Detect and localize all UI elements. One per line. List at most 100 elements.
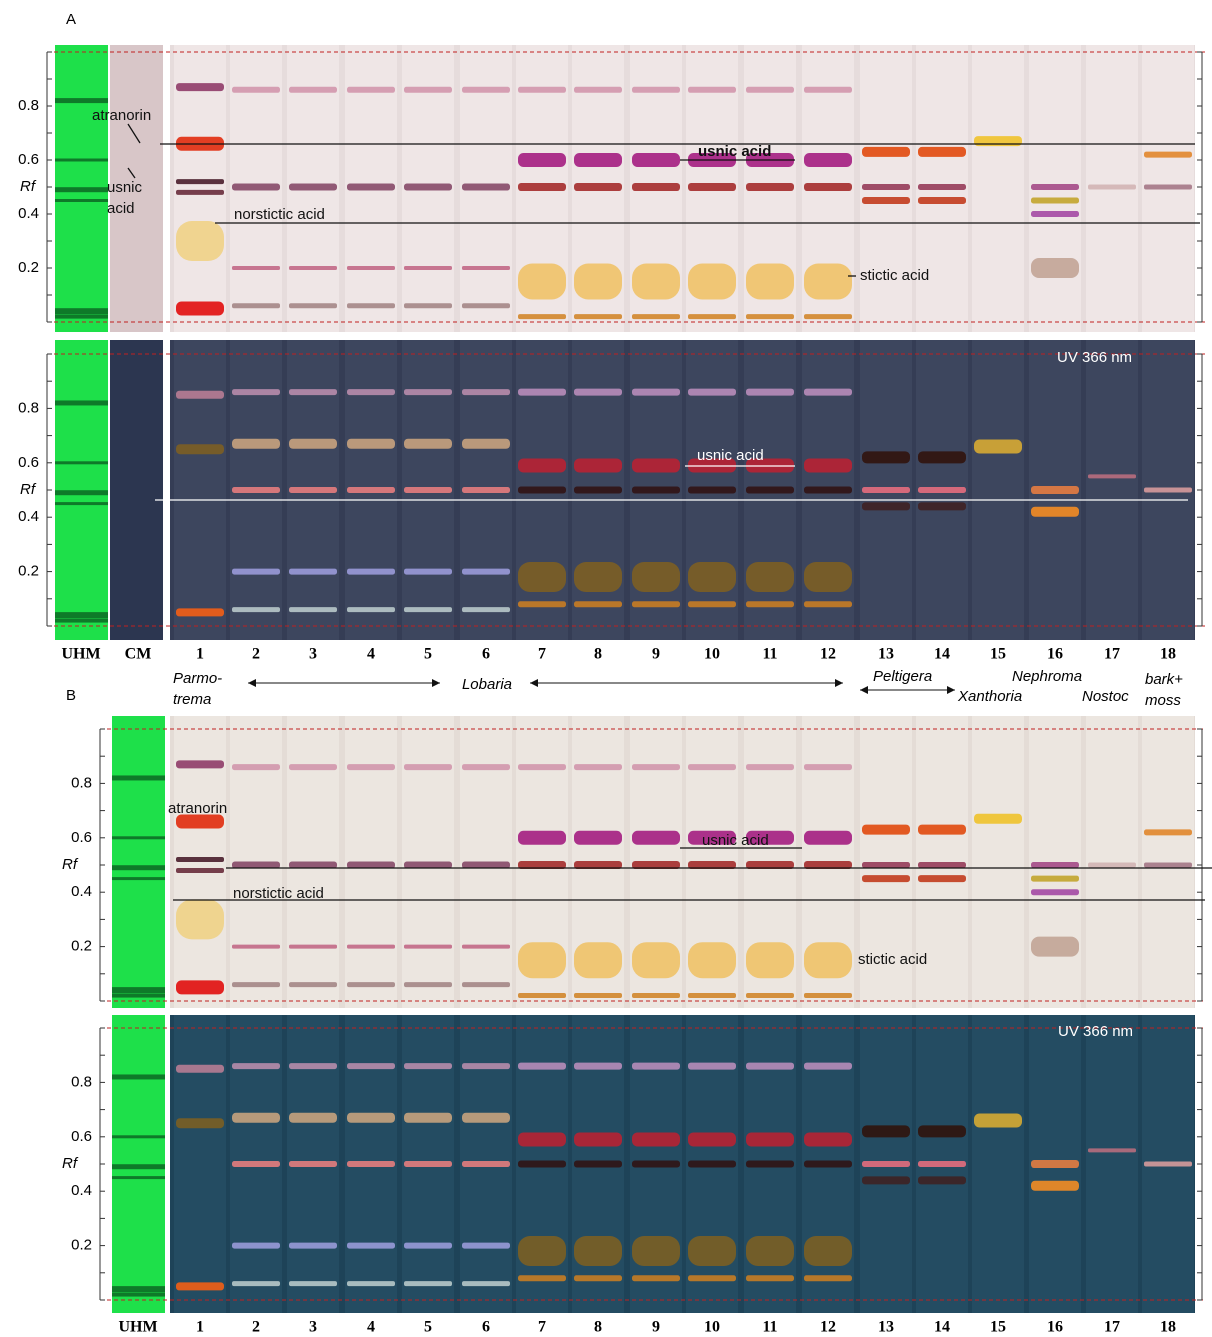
strip-band (112, 1293, 165, 1297)
lane-label: 5 (424, 646, 432, 663)
lane-label: 9 (652, 646, 660, 663)
annotation: acid (107, 200, 135, 217)
band (632, 601, 680, 607)
annotation: usnic acid (698, 143, 771, 160)
annotation: usnic acid (702, 832, 769, 849)
lane-label: 8 (594, 646, 602, 663)
arrowhead (947, 686, 955, 694)
band (574, 1063, 622, 1070)
band (289, 266, 337, 270)
lane-label: 9 (652, 1319, 660, 1336)
band (518, 487, 566, 494)
rf-label: Rf (62, 856, 79, 873)
band (232, 607, 280, 612)
band (804, 314, 852, 319)
lane-label: 13 (878, 646, 894, 663)
band (632, 389, 680, 396)
band (462, 487, 510, 493)
strip-band (55, 461, 108, 464)
band (462, 1063, 510, 1069)
band (804, 993, 852, 998)
band (804, 764, 852, 770)
band (918, 875, 966, 882)
band (347, 1063, 395, 1069)
band (518, 1161, 566, 1168)
band (688, 1275, 736, 1281)
band (232, 1281, 280, 1286)
arrowhead (432, 679, 440, 687)
annotation: usnic (107, 179, 143, 196)
band (632, 183, 680, 191)
band (232, 982, 280, 987)
band (632, 459, 680, 473)
band (918, 1161, 966, 1167)
band (347, 1243, 395, 1249)
lane-label: 17 (1104, 646, 1120, 663)
lane-label: 2 (252, 646, 260, 663)
band (574, 153, 622, 167)
band (404, 1243, 452, 1249)
tick-label: 0.6 (71, 829, 92, 846)
band (688, 942, 736, 978)
strip-band (112, 994, 165, 998)
band (804, 942, 852, 978)
band (462, 607, 510, 612)
annotation: atranorin (168, 800, 227, 817)
strip-band (112, 775, 165, 780)
strip-band (55, 400, 108, 405)
band (176, 190, 224, 195)
band (347, 1161, 395, 1167)
strip-band (112, 836, 165, 839)
band (804, 831, 852, 845)
annotation: usnic acid (697, 447, 764, 464)
tick-label: 0.8 (71, 774, 92, 791)
band (232, 439, 280, 449)
band (289, 607, 337, 612)
band (918, 487, 966, 493)
strip-band (112, 987, 165, 993)
band (1144, 829, 1192, 835)
band (918, 862, 966, 868)
band (1031, 876, 1079, 882)
lane-label: 13 (878, 1319, 894, 1336)
lane-label: 14 (934, 1319, 950, 1336)
lane-label: UHM (61, 646, 100, 663)
band (804, 487, 852, 494)
band (289, 389, 337, 395)
reference-strip (55, 340, 108, 640)
band (862, 502, 910, 510)
band (176, 221, 224, 261)
band (746, 1161, 794, 1168)
tick-label: 0.6 (18, 454, 39, 471)
band (462, 982, 510, 987)
band (462, 87, 510, 93)
band (804, 1161, 852, 1168)
band (918, 451, 966, 463)
strip-band (55, 502, 108, 505)
strip-band (112, 1176, 165, 1179)
band (462, 389, 510, 395)
band (404, 266, 452, 270)
band (289, 1113, 337, 1123)
band (347, 87, 395, 93)
band (974, 1113, 1022, 1127)
lane-label: 16 (1047, 646, 1063, 663)
band (688, 314, 736, 319)
band (1088, 474, 1136, 478)
band (232, 569, 280, 575)
band (518, 1275, 566, 1281)
band (404, 607, 452, 612)
band (974, 439, 1022, 453)
band (688, 562, 736, 592)
band (862, 451, 910, 463)
band (918, 825, 966, 835)
genus-label: bark+ (1145, 671, 1183, 688)
lane (972, 716, 1024, 1008)
band (1031, 184, 1079, 190)
band (1144, 1162, 1192, 1167)
band (518, 87, 566, 93)
band (289, 487, 337, 493)
band (862, 1176, 910, 1184)
band (404, 1281, 452, 1286)
band (232, 303, 280, 308)
